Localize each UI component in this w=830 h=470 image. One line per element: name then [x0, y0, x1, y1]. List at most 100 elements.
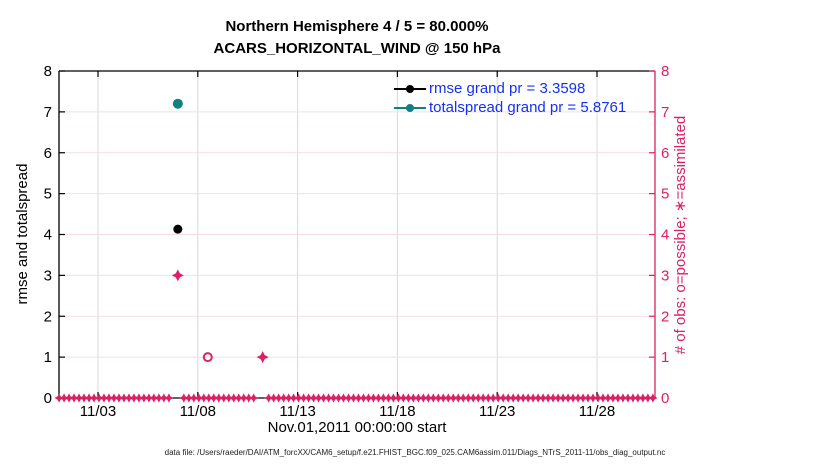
obs-count-marker-zero: [249, 393, 259, 403]
obs-count-marker-zero: [448, 393, 458, 403]
chart-title-line2: ACARS_HORIZONTAL_WIND @ 150 hPa: [213, 40, 501, 57]
obs-count-marker-zero: [164, 393, 174, 403]
obs-count-marker-zero: [194, 393, 204, 403]
obs-count-marker-zero: [358, 393, 369, 403]
obs-count-marker-zero: [558, 393, 568, 403]
obs-count-marker-zero: [418, 393, 428, 403]
obs-count-marker-zero: [89, 393, 99, 403]
obs-count-marker-zero: [378, 393, 389, 403]
obs-count-marker-zero: [543, 393, 553, 403]
x-axis-label: Nov.01,2011 00:00:00 start: [267, 419, 447, 436]
obs-count-marker-zero: [638, 393, 648, 403]
obs-count-marker-zero: [84, 393, 94, 403]
obs-count-marker-zero: [523, 393, 533, 403]
legend-marker-rmse: [394, 84, 426, 94]
obs-count-marker-zero: [478, 393, 488, 403]
obs-count-marker-zero: [289, 393, 299, 403]
obs-count-marker-zero: [144, 393, 154, 403]
obs-count-marker-zero: [528, 393, 538, 403]
obs-count-marker-zero: [274, 393, 284, 403]
y-tick-label-right: 0: [661, 390, 669, 407]
rmse-point: [173, 224, 183, 234]
obs-count-marker-zero: [109, 393, 119, 403]
obs-possible-only-point: [202, 352, 213, 363]
obs-count-marker-zero: [64, 393, 74, 403]
x-tick-label: 11/13: [279, 403, 315, 420]
obs-count-marker-zero: [453, 393, 463, 403]
x-tick-label: 11/23: [479, 403, 515, 420]
obs-count-marker-zero: [79, 393, 89, 403]
obs-count-marker-zero: [518, 393, 528, 403]
legend-label-totalspread: totalspread grand pr = 5.8761: [429, 99, 627, 116]
obs-count-marker-zero: [298, 393, 309, 403]
obs-count-marker-zero: [368, 393, 379, 403]
obs-count-marker-zero: [468, 393, 478, 403]
obs-count-marker-zero: [154, 393, 164, 403]
y-tick-label-left: 2: [44, 308, 52, 325]
obs-count-marker-zero: [318, 393, 329, 403]
obs-count-marker-zero: [303, 393, 314, 403]
obs-count-marker-zero: [348, 393, 359, 403]
obs-count-marker-zero: [269, 393, 279, 403]
y-tick-label-left: 0: [44, 390, 52, 407]
obs-count-marker-zero: [573, 393, 583, 403]
obs-count-marker-zero: [134, 393, 144, 403]
obs-count-marker-zero: [423, 393, 433, 403]
obs-count-marker-zero: [408, 393, 418, 403]
obs-count-marker-zero: [204, 393, 214, 403]
obs-count-marker-zero: [338, 393, 349, 403]
y-axis-label-left: rmse and totalspread: [14, 163, 31, 305]
obs-count-marker-zero: [209, 393, 219, 403]
legend-dot-icon: [406, 84, 414, 93]
y-tick-label-left: 3: [44, 267, 52, 284]
y-tick-label-left: 4: [44, 227, 52, 244]
obs-count-marker-zero: [648, 393, 658, 403]
obs-count-marker-zero: [129, 393, 139, 403]
obs-count-marker-zero: [139, 393, 149, 403]
y-tick-label-right: 4: [661, 227, 669, 244]
obs-count-marker-zero: [538, 393, 548, 403]
obs-count-marker-zero: [149, 393, 159, 403]
obs-count-marker-zero: [458, 393, 468, 403]
obs-count-marker-zero: [618, 393, 628, 403]
obs-count-marker-zero: [488, 393, 498, 403]
obs-count-marker-zero: [74, 393, 84, 403]
y-tick-label-left: 7: [44, 104, 52, 121]
obs-count-marker-zero: [623, 393, 633, 403]
obs-count-marker-zero: [588, 393, 598, 403]
obs-count-marker-zero: [94, 393, 104, 403]
x-tick-label: 11/28: [579, 403, 615, 420]
obs-count-marker-zero: [244, 393, 254, 403]
obs-count-marker-zero: [508, 393, 518, 403]
obs-count-marker-zero: [119, 393, 129, 403]
obs-count-marker-zero: [548, 393, 558, 403]
obs-count-marker-zero: [189, 393, 199, 403]
chart-title-line1: Northern Hemisphere 4 / 5 = 80.000%: [225, 18, 489, 35]
obs-count-marker-zero: [373, 393, 384, 403]
obs-count-marker-zero: [264, 393, 274, 403]
obs-count-marker-zero: [313, 393, 324, 403]
y-tick-label-right: 6: [661, 145, 669, 162]
obs-count-marker-zero: [433, 393, 443, 403]
obs-count-marker-zero: [308, 393, 319, 403]
y-tick-label-right: 2: [661, 308, 669, 325]
obs-count-marker-zero: [328, 393, 339, 403]
obs-count-marker-zero: [438, 393, 448, 403]
obs-count-marker-zero: [353, 393, 364, 403]
obs-count-marker-zero: [323, 393, 334, 403]
obs-count-marker-zero: [613, 393, 623, 403]
y-tick-label-right: 8: [661, 63, 669, 80]
obs-count-marker-zero: [643, 393, 653, 403]
obs-count-marker-zero: [279, 393, 289, 403]
obs-count-marker-zero: [533, 393, 543, 403]
obs-count-marker-zero: [343, 393, 354, 403]
legend-dot-icon: [406, 103, 414, 112]
obs-count-marker-zero: [214, 393, 224, 403]
obs-count-marker-zero: [603, 393, 613, 403]
y-tick-label-right: 5: [661, 186, 669, 203]
y-axis-label-right: # of obs: o=possible; ∗=assimilated: [672, 115, 689, 355]
obs-count-marker-zero: [563, 393, 573, 403]
obs-count-marker-zero: [493, 393, 503, 403]
obs-count-marker-zero: [483, 393, 493, 403]
